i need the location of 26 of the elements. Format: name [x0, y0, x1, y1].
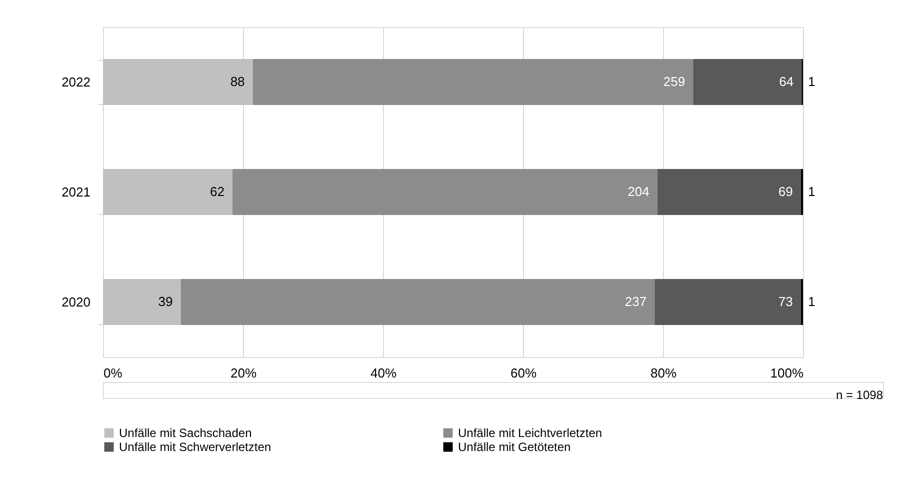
x-tick-label: 80%: [650, 366, 677, 380]
annotation: 73: [778, 294, 793, 309]
annotation: 1: [808, 184, 816, 199]
annotation: 39: [158, 294, 173, 309]
annotation: 1: [808, 74, 816, 89]
annotation: 64: [779, 74, 794, 89]
x-tick-label: 100%: [770, 366, 804, 380]
x-tick-label: 40%: [370, 366, 397, 380]
y-tick-label: 2022: [62, 74, 90, 90]
x-tick-label: 0%: [104, 366, 123, 380]
annotation: 69: [778, 184, 793, 199]
annotation: 1: [808, 294, 816, 309]
legend-label: Unfälle mit Schwerverletzten: [119, 440, 272, 454]
legend-label: Unfälle mit Leichtverletzten: [458, 426, 602, 440]
y-tick-label: 2021: [62, 184, 90, 200]
annotation: 62: [210, 184, 224, 199]
annotation: 88: [230, 74, 245, 89]
x-tick-label: 60%: [510, 366, 537, 380]
y-tick-label: 2020: [62, 294, 90, 310]
text: n = 1098: [836, 388, 884, 402]
annotation: 237: [624, 294, 647, 309]
legend-label: Unfälle mit Sachschaden: [119, 426, 252, 440]
x-tick-label: 20%: [230, 366, 257, 380]
annotation: 204: [628, 184, 650, 199]
legend-label: Unfälle mit Getöteten: [458, 440, 571, 454]
annotation: 259: [663, 74, 686, 89]
